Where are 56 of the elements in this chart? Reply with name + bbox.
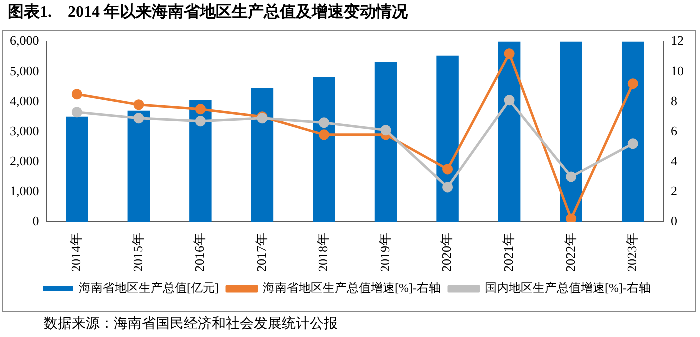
y2-tick-label: 0 xyxy=(671,213,678,228)
x-tick-label: 2019年 xyxy=(377,233,392,272)
y-tick-label: 3,000 xyxy=(10,123,40,138)
bar xyxy=(374,62,398,222)
x-tick-label: 2020年 xyxy=(439,233,454,272)
point xyxy=(628,78,638,90)
y-tick-label: 6,000 xyxy=(10,33,40,48)
point xyxy=(72,89,82,100)
x-tick-label: 2014年 xyxy=(68,233,84,272)
point xyxy=(318,130,330,140)
y-tick-label: 2,000 xyxy=(10,153,40,168)
bar xyxy=(128,110,150,222)
y2-tick-label: 12 xyxy=(671,33,684,48)
point xyxy=(504,95,515,106)
bar xyxy=(622,42,644,222)
x-tick-label: 2016年 xyxy=(192,233,208,272)
point xyxy=(318,118,330,128)
x-tick-label: 2023年 xyxy=(624,233,640,272)
y2-tick-label: 6 xyxy=(671,123,678,138)
y-tick-label: 1,000 xyxy=(10,183,40,198)
bar xyxy=(251,88,274,222)
source-note: 数据来源：海南省国民经济和社会发展统计公报 xyxy=(44,315,338,333)
bar xyxy=(313,76,336,222)
y2-tick-label: 8 xyxy=(671,93,678,108)
legend-label: 海南省地区生产总值[亿元] xyxy=(79,281,220,296)
point xyxy=(195,104,206,115)
bar xyxy=(66,116,88,222)
bar xyxy=(560,42,582,222)
chart-title: 图表1. 2014 年以来海南省地区生产总值及增速变动情况 xyxy=(8,2,408,23)
point xyxy=(504,48,515,60)
bar xyxy=(498,42,521,222)
bar xyxy=(436,56,459,222)
point xyxy=(134,100,144,110)
x-tick-label: 2015年 xyxy=(130,233,146,272)
legend-label: 海南省地区生产总值增速[%]-右轴 xyxy=(263,281,441,296)
bar xyxy=(190,100,212,222)
point xyxy=(72,107,82,118)
y2-tick-label: 4 xyxy=(671,153,678,168)
point xyxy=(380,125,392,136)
point xyxy=(134,113,144,124)
x-tick-label: 2022年 xyxy=(562,233,578,272)
y2-tick-label: 2 xyxy=(671,183,678,198)
point xyxy=(628,138,638,150)
y2-tick-label: 10 xyxy=(671,63,684,78)
y-tick-label: 0 xyxy=(32,213,40,228)
point xyxy=(195,116,206,127)
point xyxy=(442,182,454,193)
x-tick-label: 2021年 xyxy=(500,233,516,272)
y-tick-label: 5,000 xyxy=(10,63,40,78)
x-tick-label: 2018年 xyxy=(316,233,331,272)
legend-label: 国内地区生产总值增速[%]-右轴 xyxy=(484,281,651,296)
y-tick-label: 4,000 xyxy=(10,93,40,108)
point xyxy=(566,214,577,222)
point xyxy=(442,164,454,175)
x-tick-label: 2017年 xyxy=(254,233,269,272)
point xyxy=(566,172,577,182)
